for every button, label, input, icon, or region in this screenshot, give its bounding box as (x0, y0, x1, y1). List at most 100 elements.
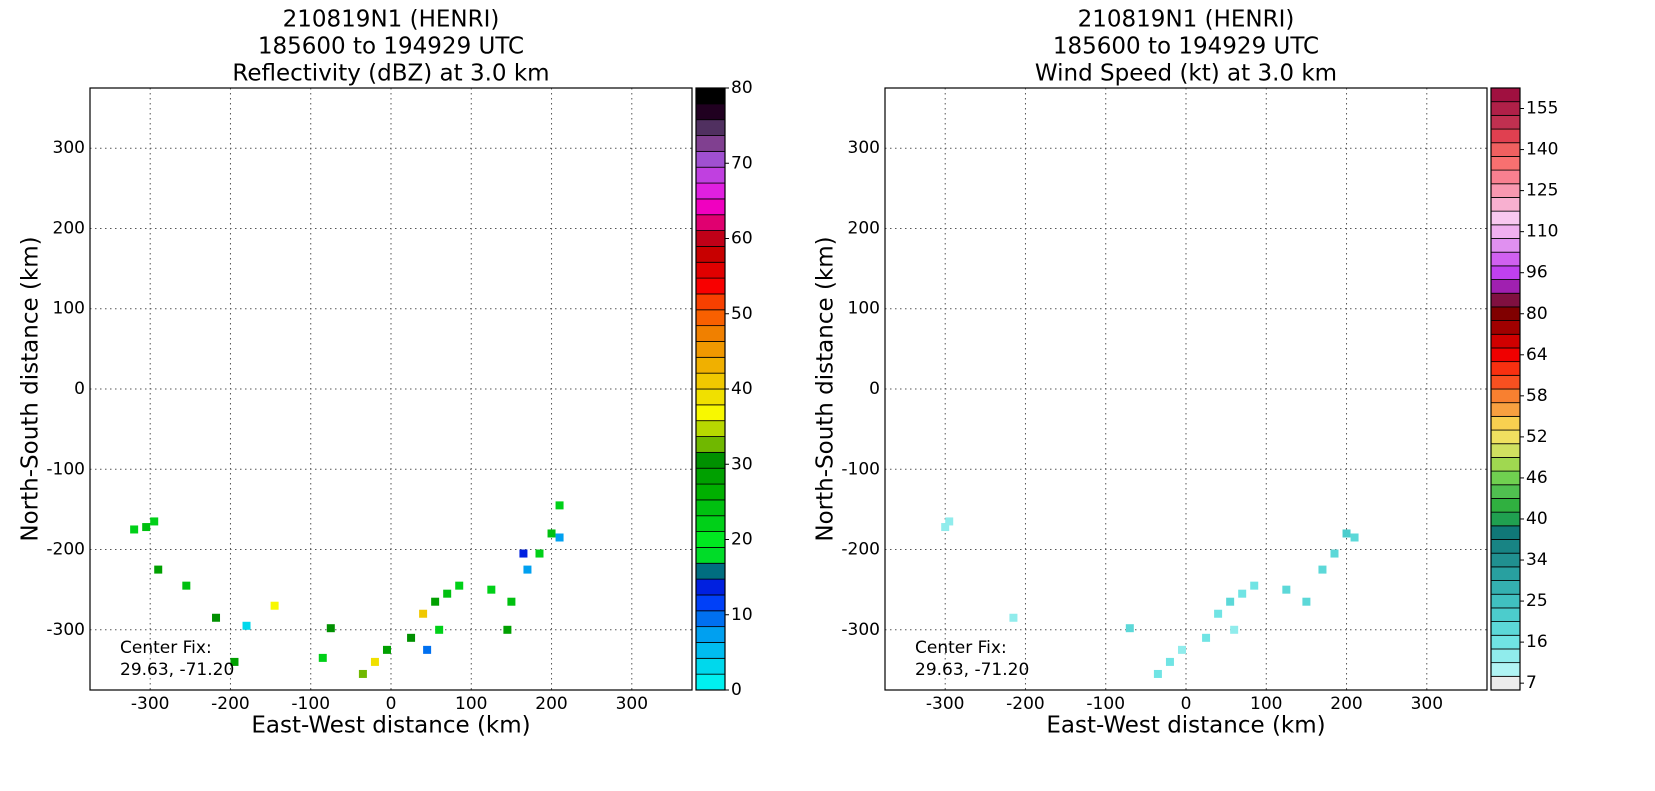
y-tick-label: 100 (53, 299, 85, 319)
echo-cell (1153, 669, 1162, 678)
annotation: Center Fix: (915, 638, 1007, 658)
y-tick-label: 100 (848, 299, 880, 319)
colorbar-swatch (1490, 429, 1521, 445)
colorbar-tick-label: 110 (1526, 222, 1558, 242)
y-tick-label: -200 (841, 540, 880, 560)
colorbar-swatch (1490, 443, 1521, 458)
colorbar-tick-label: 7 (1526, 673, 1537, 693)
colorbar-swatch (1490, 210, 1521, 226)
echo-cell (487, 585, 496, 594)
chart-title: 210819N1 (HENRI) (1078, 7, 1295, 33)
colorbar-swatch (1490, 347, 1521, 363)
echo-cell (523, 565, 532, 574)
colorbar-tick-label: 58 (1526, 386, 1548, 406)
echo-cell (535, 549, 544, 558)
colorbar-swatch (695, 150, 726, 168)
colorbar-swatch (1490, 333, 1521, 349)
colorbar-swatch (1490, 320, 1521, 335)
colorbar-swatch (1490, 197, 1521, 212)
echo-cell (154, 565, 163, 574)
colorbar-tick-label: 155 (1526, 99, 1558, 119)
annotation: 29.63, -71.20 (120, 660, 234, 680)
echo-cell (503, 625, 512, 634)
colorbar-swatch (695, 277, 726, 295)
colorbar-swatch (1490, 662, 1521, 677)
echo-cell (431, 597, 440, 606)
colorbar-swatch (1490, 511, 1521, 527)
colorbar-swatch (695, 467, 726, 485)
colorbar-tick-label: 40 (1526, 509, 1548, 529)
echo-cell (945, 517, 954, 526)
colorbar-swatch (1490, 388, 1521, 404)
echo-cell (318, 653, 327, 662)
echo-cell (370, 657, 379, 666)
colorbar-swatch (695, 657, 726, 675)
echo-cell (150, 517, 159, 526)
colorbar-swatch (695, 531, 726, 548)
chart-title: Reflectivity (dBZ) at 3.0 km (232, 61, 549, 87)
colorbar-swatch (695, 293, 726, 311)
echo-cell (419, 609, 428, 618)
y-axis-label: North-South distance (km) (813, 236, 839, 541)
colorbar-swatch (1490, 566, 1521, 581)
colorbar-tick-label: 16 (1526, 632, 1548, 652)
x-axis-label: East-West distance (km) (251, 713, 530, 739)
colorbar-tick-label: 46 (1526, 468, 1548, 488)
y-tick-label: -300 (841, 620, 880, 640)
colorbar-swatch (1490, 142, 1521, 157)
echo-cell (358, 669, 367, 678)
echo-cell (1177, 645, 1186, 654)
chart-title: 185600 to 194929 UTC (1053, 34, 1319, 60)
colorbar-swatch (695, 642, 726, 659)
colorbar-swatch (695, 261, 726, 279)
colorbar-tick-label: 80 (1526, 304, 1548, 324)
colorbar-swatch (1490, 634, 1521, 650)
echo-cell (1202, 633, 1211, 642)
chart-title: 185600 to 194929 UTC (258, 34, 524, 60)
echo-cell (1302, 597, 1311, 606)
colorbar-swatch (1490, 251, 1521, 267)
colorbar-swatch (695, 673, 726, 691)
echo-cell (941, 523, 950, 532)
colorbar-swatch (1490, 607, 1521, 622)
colorbar-swatch (695, 103, 726, 121)
colorbar-tick-label: 64 (1526, 345, 1548, 365)
colorbar-swatch (695, 420, 726, 437)
x-tick-label: 0 (1181, 694, 1192, 714)
colorbar-swatch (695, 198, 726, 216)
x-tick-label: -100 (291, 694, 330, 714)
colorbar-swatch (1490, 580, 1521, 595)
colorbar-tick-label: 34 (1526, 550, 1548, 570)
y-tick-label: -300 (46, 620, 85, 640)
chart-title: 210819N1 (HENRI) (283, 7, 500, 33)
colorbar-swatch (695, 610, 726, 628)
echo-cell (242, 621, 251, 630)
colorbar-swatch (695, 436, 726, 453)
annotation: Center Fix: (120, 638, 212, 658)
colorbar-swatch (695, 166, 726, 184)
x-tick-label: 200 (1330, 694, 1362, 714)
colorbar-swatch (1490, 621, 1521, 636)
echo-cell (1250, 581, 1259, 590)
echo-cell (1214, 609, 1223, 618)
x-tick-label: 100 (455, 694, 487, 714)
colorbar-tick-label: 20 (731, 530, 753, 550)
colorbar-swatch (695, 626, 726, 643)
colorbar-swatch (695, 119, 726, 136)
y-tick-label: 200 (53, 218, 85, 238)
colorbar-tick-label: 125 (1526, 181, 1558, 201)
colorbar-tick-label: 10 (731, 605, 753, 625)
colorbar-swatch (1490, 402, 1521, 417)
colorbar-swatch (1490, 292, 1521, 308)
echo-cell (1226, 597, 1235, 606)
colorbar-swatch (1490, 101, 1521, 116)
colorbar-swatch (695, 325, 726, 342)
x-tick-label: 200 (535, 694, 567, 714)
colorbar-swatch (1490, 675, 1521, 691)
echo-cell (270, 601, 279, 610)
echo-cell (547, 529, 556, 538)
echo-cell (1230, 625, 1239, 634)
colorbar-tick-label: 96 (1526, 263, 1548, 283)
colorbar-swatch (1490, 156, 1521, 171)
